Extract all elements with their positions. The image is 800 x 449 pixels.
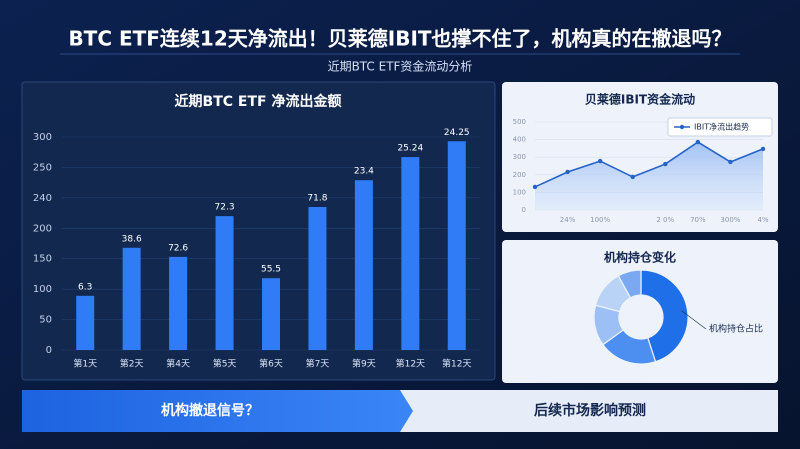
bar xyxy=(122,247,141,350)
bar-annotation: 25.24 xyxy=(397,144,423,154)
bar-annotation: 72.3 xyxy=(215,203,235,213)
bar-annotation: 72.6 xyxy=(168,243,188,253)
pie-segment xyxy=(640,269,689,363)
y-tick-label: 250 xyxy=(33,162,52,173)
point xyxy=(532,184,538,190)
bar-annotation: 23.4 xyxy=(354,167,374,177)
bar xyxy=(215,216,234,350)
y-tick-label: 50 xyxy=(39,315,52,326)
x-tick-label: 第9天 xyxy=(352,358,376,370)
point xyxy=(597,158,603,164)
banner-right-text: 后续市场影响预测 xyxy=(534,402,646,419)
point xyxy=(565,169,570,175)
x-tick-label: 300% xyxy=(720,216,740,224)
x-tick-label: 第5天 xyxy=(213,358,237,370)
x-tick-label: 第2天 xyxy=(120,358,144,370)
y-tick-label: 0 xyxy=(522,206,526,214)
x-tick-label: 第4天 xyxy=(166,358,190,370)
banner-left xyxy=(22,390,413,432)
point xyxy=(728,159,733,165)
chart-title: 机构持仓变化 xyxy=(604,250,676,265)
bar xyxy=(169,256,188,350)
banner-right xyxy=(400,390,778,432)
x-tick-label: 4% xyxy=(757,216,768,224)
point xyxy=(760,146,766,152)
point xyxy=(630,174,635,180)
y-tick-label: 200 xyxy=(33,223,52,234)
y-tick-label: 300 xyxy=(33,132,52,143)
area xyxy=(535,142,763,210)
x-tick-label: 70% xyxy=(690,216,706,224)
chart-title: 近期BTC ETF 净流出金额 xyxy=(175,93,342,110)
legend-label: IBIT净流出趋势 xyxy=(694,122,749,132)
y-tick-label: 240 xyxy=(33,193,52,204)
x-tick-label: 第12天 xyxy=(442,358,471,370)
x-tick-label: 第6天 xyxy=(259,358,283,370)
x-tick-label: 100% xyxy=(590,216,610,224)
x-tick-label: 第7天 xyxy=(306,358,330,370)
bar xyxy=(76,295,95,350)
page-title: BTC ETF连续12天净流出！贝莱德IBIT也撑不住了，机构真的在撤退吗？ xyxy=(68,27,731,51)
y-tick-label: 200 xyxy=(513,171,526,179)
bar xyxy=(401,157,420,350)
bar-annotation: 55.5 xyxy=(261,265,281,275)
legend-box xyxy=(667,117,773,137)
y-tick-label: 0 xyxy=(46,345,52,356)
point xyxy=(695,139,701,145)
bar xyxy=(447,141,466,350)
pie-panel xyxy=(502,240,778,383)
chart-title: 贝莱德IBIT资金流动 xyxy=(585,92,695,107)
pie-segment xyxy=(617,269,642,299)
banner-left-text: 机构撤退信号？ xyxy=(161,402,259,419)
x-tick-label: 第1天 xyxy=(73,358,97,370)
bar-annotation: 38.6 xyxy=(122,234,142,244)
bar xyxy=(354,180,373,350)
point xyxy=(663,161,668,167)
y-tick-label: 150 xyxy=(33,254,52,265)
y-tick-label: 500 xyxy=(513,118,526,126)
bar xyxy=(308,206,327,350)
y-tick-label: 100 xyxy=(33,284,52,295)
line xyxy=(534,141,764,188)
legend-dot xyxy=(679,124,685,130)
bar xyxy=(262,278,280,350)
y-tick-label: 300 xyxy=(513,153,526,161)
bar-annotation: 71.8 xyxy=(307,193,327,203)
y-tick-label: 100 xyxy=(513,188,526,196)
x-tick-label: 第12天 xyxy=(396,358,425,370)
bar-annotation: 6.3 xyxy=(78,282,92,292)
y-tick-label: 400 xyxy=(513,136,526,144)
bar-annotation: 24.25 xyxy=(444,128,470,138)
leader-line xyxy=(681,310,707,330)
pie-label: 机构持仓占比 xyxy=(709,323,763,335)
x-tick-label: 2 0% xyxy=(656,216,674,224)
page-subtitle: 近期BTC ETF资金流动分析 xyxy=(328,59,473,74)
x-tick-label: 24% xyxy=(560,216,576,224)
